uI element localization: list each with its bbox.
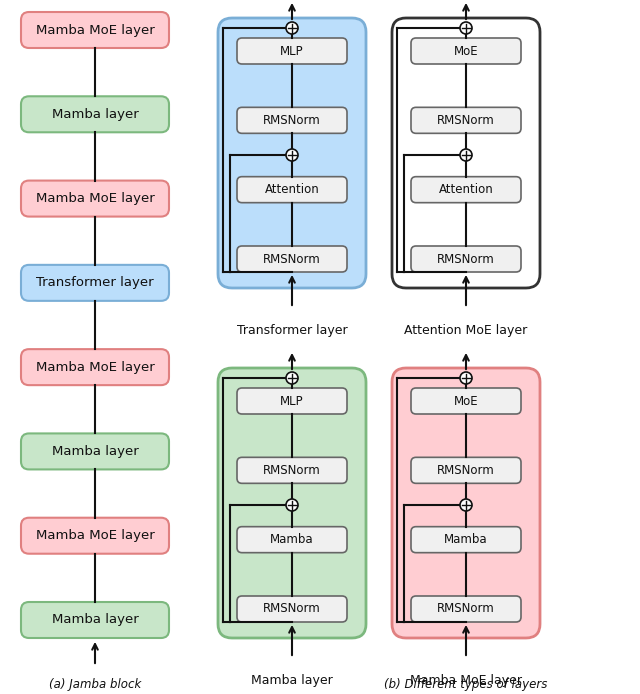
FancyBboxPatch shape — [21, 349, 169, 385]
Circle shape — [286, 499, 298, 511]
FancyBboxPatch shape — [237, 457, 347, 483]
Text: RMSNorm: RMSNorm — [437, 464, 495, 477]
Text: Mamba layer: Mamba layer — [52, 108, 138, 121]
FancyBboxPatch shape — [411, 457, 521, 483]
FancyBboxPatch shape — [237, 177, 347, 203]
FancyBboxPatch shape — [411, 388, 521, 414]
FancyBboxPatch shape — [411, 246, 521, 272]
Circle shape — [460, 499, 472, 511]
Text: Attention MoE layer: Attention MoE layer — [404, 324, 527, 337]
Text: RMSNorm: RMSNorm — [263, 114, 321, 127]
Text: RMSNorm: RMSNorm — [437, 253, 495, 266]
Text: Mamba MoE layer: Mamba MoE layer — [410, 674, 522, 687]
Text: Transformer layer: Transformer layer — [237, 324, 348, 337]
FancyBboxPatch shape — [21, 518, 169, 554]
FancyBboxPatch shape — [392, 18, 540, 288]
Text: Attention: Attention — [438, 183, 493, 196]
Text: (a) Jamba block: (a) Jamba block — [49, 678, 141, 691]
Circle shape — [286, 372, 298, 384]
Text: MoE: MoE — [454, 44, 478, 58]
Text: RMSNorm: RMSNorm — [263, 464, 321, 477]
FancyBboxPatch shape — [21, 96, 169, 133]
FancyBboxPatch shape — [237, 246, 347, 272]
Text: Mamba layer: Mamba layer — [251, 674, 333, 687]
FancyBboxPatch shape — [411, 177, 521, 203]
Text: RMSNorm: RMSNorm — [437, 602, 495, 616]
Text: Mamba MoE layer: Mamba MoE layer — [36, 24, 154, 37]
Text: Attention: Attention — [264, 183, 319, 196]
FancyBboxPatch shape — [237, 596, 347, 622]
Text: Mamba: Mamba — [444, 533, 488, 546]
FancyBboxPatch shape — [411, 108, 521, 133]
Circle shape — [286, 149, 298, 161]
FancyBboxPatch shape — [21, 602, 169, 638]
Text: Mamba: Mamba — [270, 533, 314, 546]
Text: Mamba layer: Mamba layer — [52, 445, 138, 458]
Text: MLP: MLP — [280, 44, 304, 58]
Text: Mamba MoE layer: Mamba MoE layer — [36, 530, 154, 542]
FancyBboxPatch shape — [237, 388, 347, 414]
FancyBboxPatch shape — [218, 18, 366, 288]
Text: MoE: MoE — [454, 394, 478, 407]
Circle shape — [460, 372, 472, 384]
Text: RMSNorm: RMSNorm — [263, 602, 321, 616]
Text: Mamba MoE layer: Mamba MoE layer — [36, 192, 154, 205]
Text: (b) Different types of layers: (b) Different types of layers — [384, 678, 548, 691]
FancyBboxPatch shape — [21, 434, 169, 469]
FancyBboxPatch shape — [21, 12, 169, 48]
FancyBboxPatch shape — [392, 368, 540, 638]
FancyBboxPatch shape — [237, 108, 347, 133]
FancyBboxPatch shape — [411, 38, 521, 64]
Text: Mamba layer: Mamba layer — [52, 613, 138, 627]
FancyBboxPatch shape — [237, 38, 347, 64]
FancyBboxPatch shape — [411, 596, 521, 622]
FancyBboxPatch shape — [411, 527, 521, 552]
Text: MLP: MLP — [280, 394, 304, 407]
Text: Mamba MoE layer: Mamba MoE layer — [36, 361, 154, 373]
FancyBboxPatch shape — [21, 265, 169, 301]
Circle shape — [286, 22, 298, 34]
FancyBboxPatch shape — [21, 180, 169, 217]
Circle shape — [460, 22, 472, 34]
Text: Transformer layer: Transformer layer — [36, 276, 154, 289]
Circle shape — [460, 149, 472, 161]
FancyBboxPatch shape — [237, 527, 347, 552]
Text: RMSNorm: RMSNorm — [263, 253, 321, 266]
FancyBboxPatch shape — [218, 368, 366, 638]
Text: RMSNorm: RMSNorm — [437, 114, 495, 127]
